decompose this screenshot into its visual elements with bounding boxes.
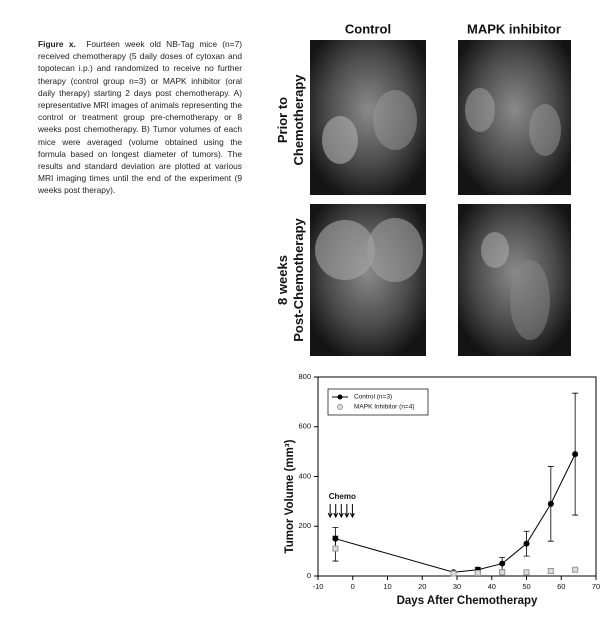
point <box>548 569 553 574</box>
mri-image <box>458 40 571 195</box>
figure: Control MAPK inhibitor Prior toChemother… <box>0 0 612 623</box>
y-tick-label: 600 <box>298 422 311 431</box>
legend-marker <box>338 395 343 400</box>
y-tick-label: 0 <box>307 571 311 580</box>
point <box>333 546 338 551</box>
legend-marker <box>338 405 343 410</box>
point <box>451 571 456 576</box>
column-header: MAPK inhibitor <box>467 21 561 36</box>
chemo-arrow <box>334 504 338 517</box>
point <box>499 561 505 567</box>
row-label-text: Prior toChemotherapy <box>275 74 306 166</box>
point <box>475 571 480 576</box>
series-line <box>335 454 575 572</box>
annotation: Chemo <box>329 492 356 501</box>
column-header: Control <box>345 21 391 36</box>
x-tick-label: 40 <box>488 582 496 591</box>
row-label-text: 8 weeksPost-Chemotherapy <box>275 217 306 341</box>
y-tick-label: 200 <box>298 521 311 530</box>
legend-label: MAPK Inhibitor (n=4) <box>354 404 415 411</box>
point <box>572 451 578 457</box>
row-label: Prior toChemotherapy <box>275 74 306 166</box>
x-tick-label: 0 <box>351 582 355 591</box>
chemo-arrow <box>339 504 343 517</box>
chemo-arrow <box>345 504 349 517</box>
point <box>500 570 505 575</box>
y-tick-label: 800 <box>298 372 311 381</box>
x-tick-label: 70 <box>592 582 600 591</box>
mri-image <box>310 204 426 356</box>
row-label: 8 weeksPost-Chemotherapy <box>275 217 306 341</box>
point <box>524 541 530 547</box>
y-axis-title: Tumor Volume (mm³) <box>284 439 296 553</box>
chemo-arrow <box>328 504 332 517</box>
y-tick-label: 400 <box>298 471 311 480</box>
x-tick-label: 60 <box>557 582 565 591</box>
mri-image <box>458 204 571 356</box>
x-tick-label: -10 <box>313 582 324 591</box>
point <box>524 570 529 575</box>
point <box>573 567 578 572</box>
page: Figure x. Fourteen week old NB-Tag mice … <box>0 0 612 623</box>
chemo-arrow <box>350 504 354 517</box>
x-tick-label: 20 <box>418 582 426 591</box>
x-tick-label: 10 <box>383 582 391 591</box>
x-tick-label: 30 <box>453 582 461 591</box>
x-tick-label: 50 <box>522 582 530 591</box>
point <box>548 501 554 507</box>
x-axis-title: Days After Chemotherapy <box>397 595 538 607</box>
legend-label: Control (n=3) <box>354 394 392 401</box>
mri-image <box>310 40 426 195</box>
